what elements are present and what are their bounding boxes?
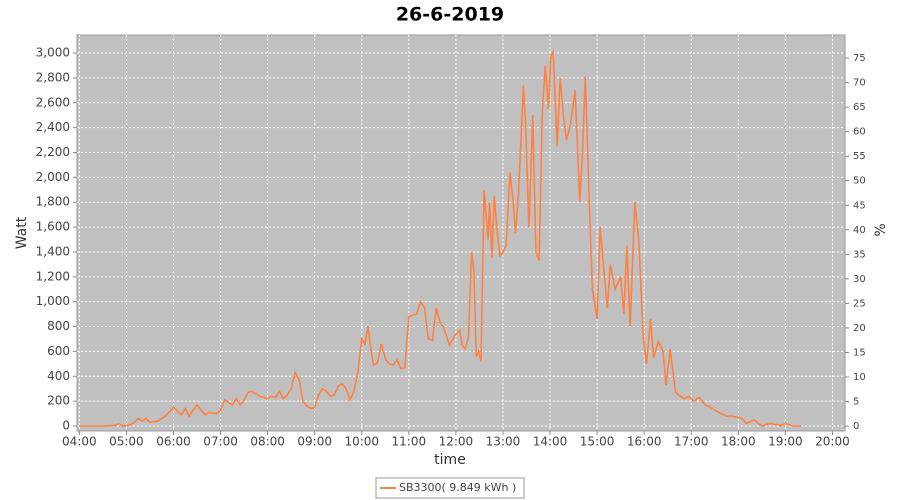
y-tick-label: 1,200: [36, 269, 70, 283]
y2-tick-label: 55: [853, 151, 866, 162]
plot-area: [76, 34, 846, 432]
x-tick-label: 13:00: [486, 435, 521, 449]
data-line: [79, 49, 802, 427]
y2-tick-label: 45: [853, 200, 866, 211]
y-tick-label: 0: [62, 419, 70, 433]
x-tick-label: 09:00: [297, 435, 332, 449]
x-tick-label: 17:00: [674, 435, 709, 449]
y2-tick-label: 25: [853, 298, 866, 309]
y2-tick-label: 30: [853, 274, 866, 285]
x-tick-label: 18:00: [721, 435, 756, 449]
x-tick-label: 14:00: [533, 435, 568, 449]
y2-tick-label: 20: [853, 323, 866, 334]
x-tick-label: 16:00: [627, 435, 662, 449]
x-tick-label: 12:00: [439, 435, 474, 449]
x-tick-label: 19:00: [768, 435, 803, 449]
y-tick-label: 2,800: [36, 70, 70, 84]
y2-tick-label: 0: [853, 421, 859, 432]
y-tick-label: 2,000: [36, 170, 70, 184]
y-tick-label: 2,600: [36, 95, 70, 109]
x-tick-label: 11:00: [392, 435, 427, 449]
y-tick-label: 2,200: [36, 145, 70, 159]
y2-tick-label: 15: [853, 347, 866, 358]
y-tick-label: 2,400: [36, 120, 70, 134]
x-axis-title: time: [434, 452, 466, 468]
x-tick-label: 08:00: [250, 435, 285, 449]
y2-tick-label: 65: [853, 102, 866, 113]
y-axis-title: Watt: [14, 216, 30, 249]
y2-tick-label: 50: [853, 176, 866, 187]
y-tick-label: 1,400: [36, 244, 70, 258]
y2-tick-label: 35: [853, 249, 866, 260]
y2-tick-label: 5: [853, 397, 859, 408]
y-tick-label: 600: [47, 344, 70, 358]
y-tick-label: 3,000: [36, 46, 70, 60]
y2-tick-label: 40: [853, 225, 866, 236]
legend-label: SB3300( 9.849 kWh ): [399, 481, 516, 494]
y2-tick-label: 70: [853, 78, 866, 89]
y-tick-label: 1,800: [36, 195, 70, 209]
y-tick-label: 200: [47, 394, 70, 408]
legend-box: [375, 477, 525, 499]
y-tick-label: 400: [47, 369, 70, 383]
y2-tick-label: 75: [853, 53, 866, 64]
y2-axis-title: %: [873, 223, 889, 236]
x-tick-label: 07:00: [203, 435, 238, 449]
x-tick-label: 05:00: [109, 435, 144, 449]
x-tick-label: 20:00: [815, 435, 850, 449]
legend: SB3300( 9.849 kWh ): [375, 477, 525, 499]
y-tick-label: 1,600: [36, 220, 70, 234]
y2-tick-label: 10: [853, 372, 866, 383]
y-tick-label: 800: [47, 319, 70, 333]
x-tick-label: 06:00: [156, 435, 191, 449]
x-tick-label: 10:00: [344, 435, 379, 449]
y2-tick-label: 60: [853, 127, 866, 138]
y-tick-label: 1,000: [36, 294, 70, 308]
x-tick-label: 04:00: [62, 435, 97, 449]
chart-title: 26-6-2019: [396, 4, 504, 26]
x-tick-label: 15:00: [580, 435, 615, 449]
